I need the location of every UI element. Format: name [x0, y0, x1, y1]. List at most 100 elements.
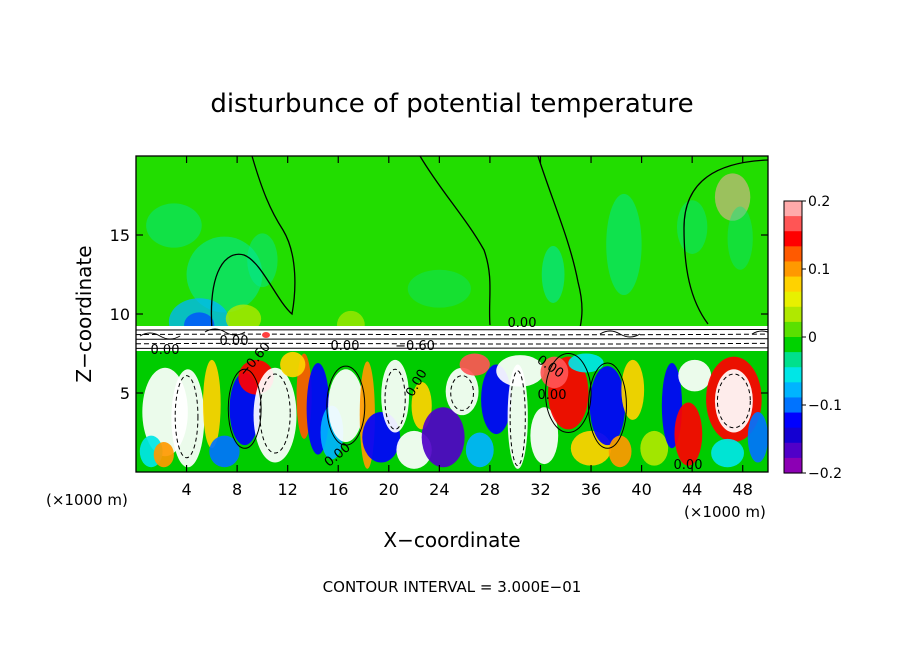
lower-anomaly	[608, 435, 632, 468]
lower-anomaly	[459, 353, 490, 376]
contour-label: 0.00	[151, 343, 180, 358]
x-tick-label: 16	[328, 480, 348, 499]
lower-anomaly	[209, 435, 240, 468]
x-tick-label: 24	[429, 480, 449, 499]
x-tick-label: 44	[682, 480, 702, 499]
y-tick-label: 15	[110, 226, 130, 245]
colorbar-tick-label: −0.1	[808, 398, 842, 414]
band-anomaly	[262, 332, 270, 338]
x-tick-label: 48	[733, 480, 753, 499]
colorbar-tick-label: 0.2	[808, 194, 830, 210]
colorbar-tick-label: 0.1	[808, 262, 830, 278]
lower-anomaly	[540, 356, 569, 389]
x-tick-label: 12	[278, 480, 298, 499]
contour-label: 0.00	[674, 458, 703, 473]
upper-anomaly	[676, 200, 708, 254]
lower-anomaly	[714, 369, 753, 433]
colorbar-swatch	[784, 276, 802, 293]
contour-label: 0.00	[508, 316, 537, 331]
colorbar-swatch	[784, 306, 802, 323]
colorbar-swatch	[784, 246, 802, 263]
colorbar-swatch	[784, 231, 802, 247]
contour-line	[537, 156, 583, 329]
colorbar-swatch	[784, 427, 802, 444]
lower-anomaly	[711, 438, 744, 468]
colorbar-swatch	[784, 397, 802, 414]
contour-line	[450, 375, 474, 411]
lower-anomaly	[640, 430, 669, 466]
lower-anomaly	[589, 366, 626, 446]
colorbar-swatch	[784, 201, 802, 217]
band-contour	[136, 338, 768, 340]
contour-line	[227, 368, 262, 449]
lower-anomaly	[328, 369, 364, 442]
upper-anomaly	[186, 236, 263, 313]
contour-interval: CONTOUR INTERVAL = 3.000E−01	[323, 578, 582, 596]
colorbar-tick-label: −0.2	[808, 466, 842, 482]
band-contour	[136, 333, 768, 336]
lower-anomaly	[421, 407, 465, 468]
x-axis-label: X−coordinate	[383, 528, 520, 552]
colorbar-swatch	[784, 216, 802, 232]
band-contour	[136, 342, 768, 345]
x-tick-label: 32	[530, 480, 550, 499]
lower-anomaly	[153, 441, 174, 468]
layer-band-contours	[136, 328, 768, 350]
colorbar-swatch	[784, 367, 802, 383]
contour-label: 0.00	[220, 334, 249, 349]
x-tick-label: 20	[379, 480, 399, 499]
contour-line	[588, 362, 627, 449]
x-tick-label: 8	[232, 480, 242, 499]
y-tick-label: 5	[120, 384, 130, 403]
contour-line	[683, 159, 768, 325]
contour-label: 0.00	[331, 339, 360, 354]
x-tick-label: 40	[631, 480, 651, 499]
lower-anomaly	[747, 411, 768, 463]
colorbar-swatch	[784, 382, 802, 399]
contour-line	[259, 373, 291, 454]
lower-anomaly	[674, 402, 703, 466]
contour-line	[545, 353, 592, 433]
contour-line	[210, 156, 296, 331]
upper-field-anomalies	[146, 173, 753, 346]
upper-anomaly	[146, 203, 202, 248]
lower-anomaly	[507, 364, 528, 469]
colorbar-swatch	[784, 261, 802, 278]
lower-anomaly	[253, 367, 297, 463]
contour-label: −0.60	[395, 339, 435, 354]
contour-line	[326, 365, 366, 446]
lower-anomaly	[445, 367, 479, 416]
contour-line	[509, 370, 526, 467]
upper-anomaly	[407, 269, 471, 308]
band-contour	[204, 328, 246, 336]
upper-anomaly	[541, 246, 565, 303]
band-contour	[751, 330, 768, 335]
x-unit-right: (×1000 m)	[684, 503, 766, 521]
upper-contours	[210, 156, 768, 331]
x-tick-label: 36	[581, 480, 601, 499]
upper-anomaly	[606, 193, 642, 296]
chart-title: disturbunce of potential temperature	[210, 89, 693, 119]
contour-line	[384, 368, 406, 430]
lower-anomaly	[411, 381, 432, 430]
band-contour	[136, 347, 768, 350]
lower-anomaly	[202, 359, 221, 449]
colorbar-tick-label: 0	[808, 330, 817, 346]
y-tick-label: 10	[110, 305, 130, 324]
colorbar: 0.2 0.1 0 −0.1 −0.2	[783, 194, 842, 482]
contour-label: 0.00	[538, 388, 567, 403]
colorbar-swatch	[784, 291, 802, 308]
colorbar-swatch	[784, 337, 802, 353]
y-axis-label: Z−coordinate	[72, 245, 96, 382]
x-tick-label: 4	[181, 480, 191, 499]
colorbar-swatch	[784, 412, 802, 429]
lower-contours	[174, 353, 751, 467]
lower-anomaly	[465, 432, 494, 468]
colorbar-swatch	[784, 321, 802, 338]
x-tick-label: 28	[480, 480, 500, 499]
band-contour	[136, 329, 768, 331]
colorbar-swatch	[784, 457, 802, 474]
upper-anomaly	[247, 233, 278, 288]
x-unit-left: (×1000 m)	[46, 491, 128, 509]
